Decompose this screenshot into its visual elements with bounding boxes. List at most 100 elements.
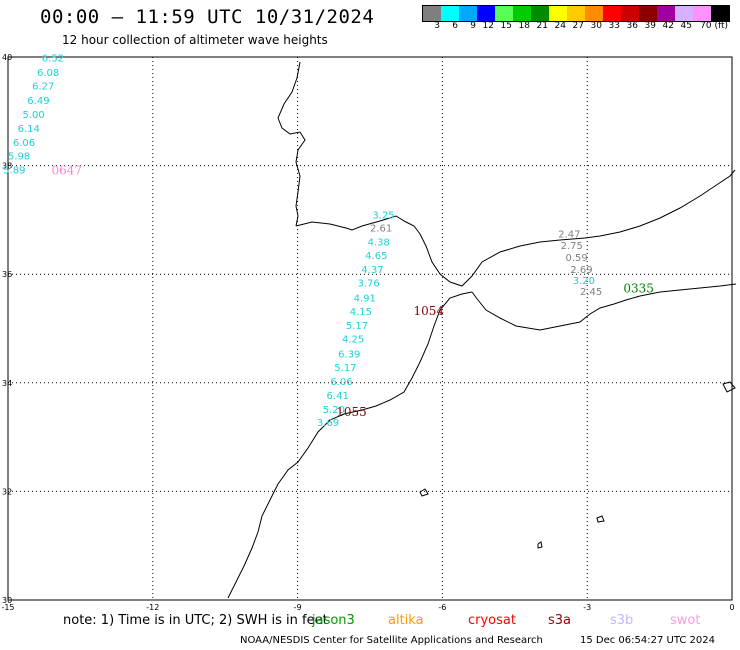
colorbar-label: 70 (ft) <box>700 21 728 31</box>
colorbar-label: 24 <box>554 21 566 31</box>
wave-height-value: 3.20 <box>573 276 595 287</box>
wave-height-value: 6.08 <box>37 68 59 79</box>
wave-height-value: 2.47 <box>558 229 580 240</box>
longitude-tick-label: 0 <box>729 603 734 612</box>
coastline <box>227 61 737 599</box>
wave-height-value: 6.52 <box>42 53 64 64</box>
latitude-tick-label: 36 <box>2 270 12 279</box>
latitude-tick-label: 34 <box>2 379 12 388</box>
wave-height-value: 2.61 <box>370 223 392 234</box>
colorbar-swatch <box>423 6 441 21</box>
satellite-legend-cryosat: cryosat <box>468 613 516 628</box>
wave-height-value: 5.17 <box>346 321 368 332</box>
wave-height-value: 6.49 <box>27 96 49 107</box>
wave-height-value: 5.00 <box>22 110 44 121</box>
latitude-tick-label: 40 <box>2 53 12 62</box>
satellite-legend-altika: altika <box>388 613 424 628</box>
colorbar-swatch <box>495 6 513 21</box>
wave-height-value: 5.98 <box>8 152 30 163</box>
colorbar-swatch <box>657 6 675 21</box>
island <box>419 488 429 497</box>
colorbar-swatch <box>531 6 549 21</box>
wave-height-value: 5.17 <box>334 363 356 374</box>
colorbar-label: 12 <box>482 21 494 31</box>
latitude-tick-label: 30 <box>2 596 12 605</box>
colorbar-label: 15 <box>500 21 512 31</box>
colorbar-swatch <box>693 6 711 21</box>
latitude-tick-label: 32 <box>2 487 12 496</box>
pass-time-label: 0335 <box>623 282 654 296</box>
colorbar-swatch <box>549 6 567 21</box>
wave-height-value: 3.76 <box>357 279 379 290</box>
colorbar-label: 9 <box>470 21 476 31</box>
colorbar-swatch <box>477 6 495 21</box>
longitude-tick-label: -15 <box>1 603 14 612</box>
footer-credit: NOAA/NESDIS Center for Satellite Applica… <box>240 635 543 646</box>
colorbar-label: 39 <box>644 21 656 31</box>
wave-height-value: 0.59 <box>565 253 587 264</box>
pass-time-label: 0647 <box>51 163 82 177</box>
wave-height-value: 4.65 <box>365 251 387 262</box>
wave-height-value: 4.37 <box>361 265 383 276</box>
island <box>596 515 605 523</box>
satellite-legend-s3a: s3a <box>548 613 572 628</box>
wave-height-value: 4.91 <box>354 293 376 304</box>
lat-lon-grid: 40 38 36 34 32 30-15 -12 -9 -6 -3 0 <box>1 53 734 612</box>
colorbar-label: 6 <box>452 21 458 31</box>
wave-height-value: 4.25 <box>342 335 364 346</box>
colorbar-swatch <box>621 6 639 21</box>
wave-height-value: 5.20 <box>323 405 345 416</box>
longitude-tick-label: -6 <box>438 603 446 612</box>
wave-height-colorbar <box>422 5 730 22</box>
footer-processed-time: 15 Dec 06:54:27 UTC 2024 <box>580 635 715 646</box>
colorbar-swatch <box>513 6 531 21</box>
wave-height-value: 6.14 <box>18 124 40 135</box>
colorbar-label: 30 <box>590 21 602 31</box>
wave-height-value: 2.69 <box>570 265 592 276</box>
colorbar-swatch <box>639 6 657 21</box>
wave-height-value: 6.27 <box>32 82 54 93</box>
pass-time-label: 1054 <box>413 304 444 318</box>
colorbar-swatch <box>603 6 621 21</box>
wave-height-value: 5.89 <box>3 166 25 177</box>
island <box>537 541 543 549</box>
colorbar-label: 3 <box>434 21 440 31</box>
wave-height-value: 4.38 <box>368 237 390 248</box>
satellite-legend-jason3: jason3 <box>312 613 355 628</box>
wave-height-value: 2.75 <box>561 241 583 252</box>
coast-north-africa <box>471 283 737 331</box>
wave-height-value: 2.45 <box>580 287 602 298</box>
latitude-tick-label: 38 <box>2 162 12 171</box>
colorbar-label: 21 <box>536 21 548 31</box>
colorbar-swatch <box>711 6 729 21</box>
colorbar-label: 36 <box>626 21 638 31</box>
wave-height-value: 6.39 <box>338 349 360 360</box>
colorbar-swatch <box>567 6 585 21</box>
wave-height-value: 6.06 <box>330 377 352 388</box>
colorbar-label: 42 <box>662 21 674 31</box>
wave-height-value: 6.41 <box>327 391 349 402</box>
map-subtitle: 12 hour collection of altimeter wave hei… <box>62 33 328 47</box>
island <box>722 381 736 393</box>
colorbar-swatch <box>585 6 603 21</box>
longitude-tick-label: -12 <box>146 603 159 612</box>
colorbar-label: 18 <box>518 21 530 31</box>
coast-iberia-south <box>295 169 736 287</box>
satellite-legend-swot: swot <box>670 613 701 628</box>
wave-height-value: 3.25 <box>372 210 394 221</box>
map-frame <box>7 56 733 601</box>
wave-height-value: 6.06 <box>13 138 35 149</box>
footer-note: note: 1) Time is in UTC; 2) SWH is in fe… <box>63 613 328 628</box>
colorbar-swatch <box>675 6 693 21</box>
wave-height-value: 3.69 <box>317 418 339 429</box>
longitude-tick-label: -3 <box>583 603 591 612</box>
coast-morocco <box>227 291 473 599</box>
colorbar-label: 45 <box>680 21 692 31</box>
wave-height-labels: 6.52 6.08 6.27 6.49 5.00 6.14 6.06 5.98 5.89 3.25… <box>3 53 654 429</box>
colorbar-labels: 3 6 9 12 15 18 21 24 27 30 33 36 39 42 45 70 (ft) <box>422 21 728 33</box>
satellite-legend-s3b: s3b <box>610 613 634 628</box>
colorbar-label: 33 <box>608 21 620 31</box>
wave-height-value: 4.15 <box>350 307 372 318</box>
colorbar-label: 27 <box>572 21 584 31</box>
